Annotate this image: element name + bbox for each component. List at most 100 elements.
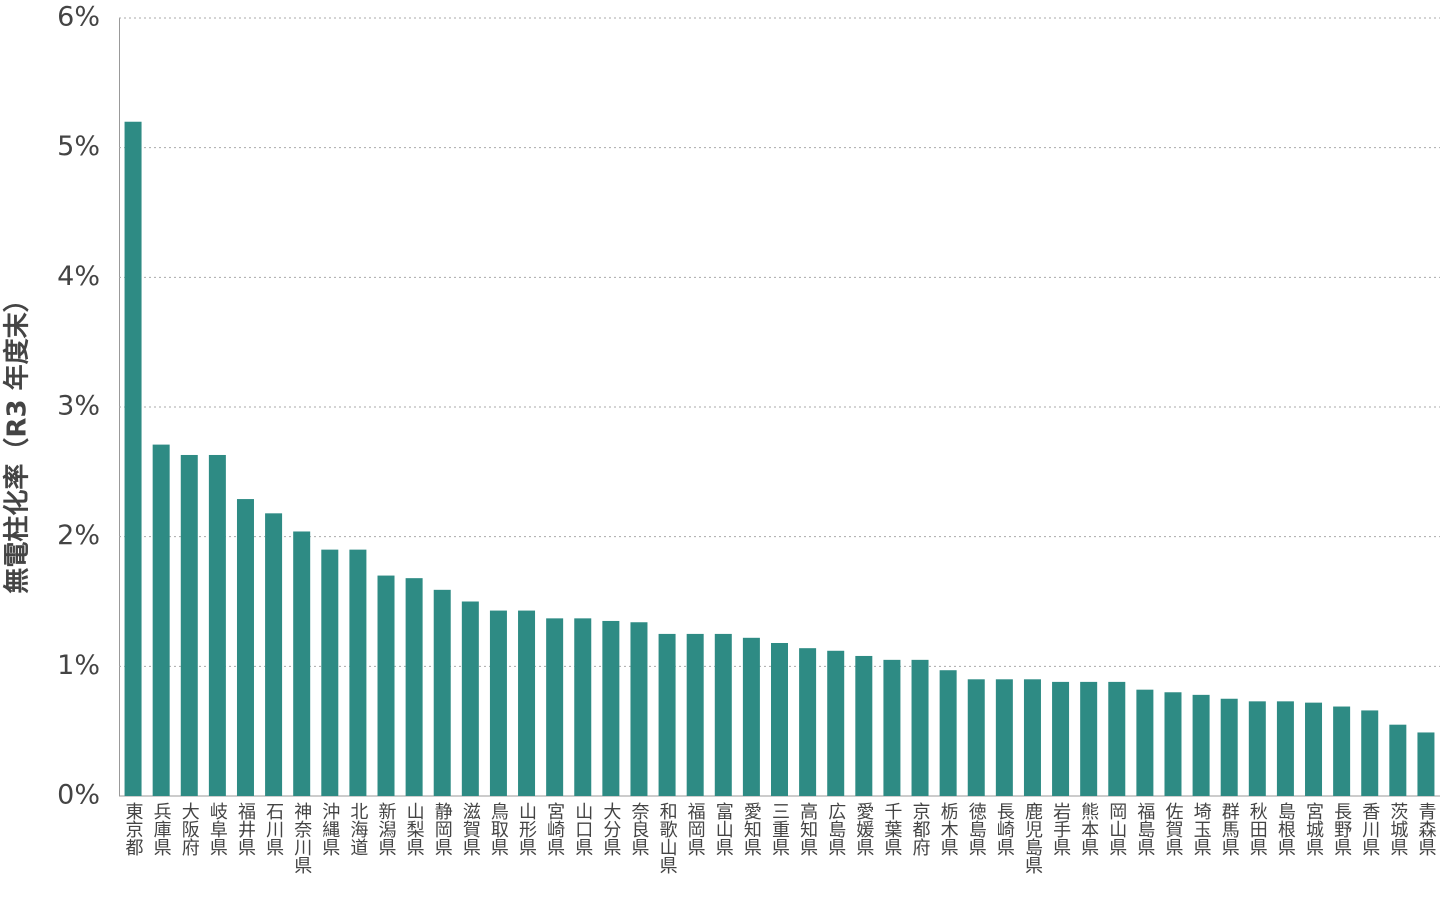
x-tick-label: 石川県: [263, 802, 284, 856]
bar: [124, 121, 142, 796]
x-tick-label: 佐賀県: [1162, 802, 1183, 856]
bar: [1276, 701, 1294, 796]
bar: [686, 633, 704, 796]
bar: [855, 655, 873, 796]
bar: [1164, 692, 1182, 796]
bar: [236, 499, 254, 796]
y-tick-label: 2%: [57, 520, 100, 551]
x-tick-label: 香川県: [1359, 802, 1380, 856]
bar: [1361, 710, 1379, 796]
x-tick-label: 奈良県: [628, 802, 649, 856]
x-tick-label: 沖縄県: [319, 802, 340, 856]
bar: [1023, 679, 1041, 796]
x-tick-label: 福井県: [235, 802, 256, 856]
bar: [208, 454, 226, 796]
y-axis-label: 無電柱化率（R3 年度末）: [2, 286, 33, 593]
bar: [602, 620, 620, 796]
bar: [405, 578, 423, 796]
x-tick-label: 千葉県: [881, 802, 902, 856]
x-tick-label: 群馬県: [1219, 802, 1240, 856]
x-tick-label: 愛媛県: [853, 802, 874, 856]
x-tick-label: 和歌山県: [657, 802, 678, 874]
bar: [799, 648, 817, 796]
x-tick-label: 岐阜県: [207, 802, 228, 856]
x-tick-label: 三重県: [769, 802, 790, 856]
bar: [574, 618, 592, 796]
y-tick-label: 0%: [57, 780, 100, 811]
y-tick-label: 6%: [57, 2, 100, 33]
x-tick-label: 徳島県: [966, 802, 987, 856]
bar: [546, 618, 564, 796]
x-tick-label: 神奈川県: [291, 802, 312, 874]
x-tick-label: 島根県: [1275, 802, 1296, 856]
x-tick-label: 大分県: [600, 802, 621, 856]
x-tick-label: 広島県: [825, 802, 846, 856]
bar: [883, 659, 901, 796]
bar: [1333, 706, 1351, 796]
bar: [658, 633, 676, 796]
x-tick-label: 茨城県: [1387, 802, 1408, 856]
bar: [630, 622, 648, 796]
y-tick-label: 4%: [57, 261, 100, 292]
x-tick-label: 山形県: [516, 802, 537, 856]
x-tick-label: 鳥取県: [488, 802, 509, 856]
bar: [714, 633, 732, 796]
x-tick-label: 山口県: [572, 802, 593, 856]
x-tick-label: 滋賀県: [460, 802, 481, 856]
x-tick-label: 栃木県: [938, 802, 959, 856]
bar: [1248, 701, 1266, 796]
x-tick-label: 秋田県: [1247, 802, 1268, 856]
x-tick-label: 岡山県: [1106, 802, 1127, 856]
bar: [433, 589, 451, 796]
x-tick-label: 宮城県: [1303, 802, 1324, 856]
bar: [180, 454, 198, 796]
bar: [911, 659, 929, 796]
y-tick-label: 5%: [57, 131, 100, 162]
x-tick-label: 宮崎県: [544, 802, 565, 856]
x-tick-label: 北海道: [347, 802, 368, 856]
x-tick-label: 高知県: [797, 802, 818, 856]
bar: [152, 444, 170, 796]
x-tick-label: 福岡県: [685, 802, 706, 856]
y-tick-label: 1%: [57, 650, 100, 681]
bar: [293, 531, 311, 796]
x-tick-label: 岩手県: [1050, 802, 1071, 856]
bar: [742, 637, 760, 796]
x-tick-label: 東京都: [123, 802, 144, 856]
bar: [1108, 681, 1126, 796]
x-tick-label: 埼玉県: [1191, 802, 1212, 856]
x-tick-label: 大阪府: [179, 802, 200, 857]
bar: [377, 575, 395, 796]
x-tick-label: 京都府: [910, 802, 931, 857]
x-tick-label: 静岡県: [432, 802, 453, 856]
bar: [967, 679, 985, 796]
bar: [1052, 681, 1070, 796]
bar: [995, 679, 1013, 796]
bar: [1220, 698, 1238, 796]
x-tick-label: 熊本県: [1078, 802, 1099, 856]
bar: [321, 549, 339, 796]
bar: [1136, 689, 1154, 796]
bar: [1389, 724, 1407, 796]
bar: [1080, 681, 1098, 796]
bar: [461, 601, 479, 796]
bar: [771, 642, 788, 796]
bar: [1417, 732, 1435, 796]
bar: [489, 610, 507, 796]
x-tick-label: 山梨県: [404, 802, 425, 856]
x-tick-label: 長崎県: [994, 802, 1015, 856]
bar: [827, 650, 845, 796]
x-tick-label: 長野県: [1331, 802, 1352, 856]
bar: [1305, 702, 1323, 796]
bar: [265, 513, 283, 796]
x-tick-label: 福島県: [1134, 802, 1155, 856]
x-tick-label: 新潟県: [376, 802, 397, 856]
x-tick-label: 兵庫県: [151, 802, 172, 856]
x-tick-label: 愛知県: [741, 802, 762, 856]
bar: [1192, 694, 1210, 796]
y-tick-label: 3%: [57, 391, 100, 422]
bar: [349, 549, 367, 796]
bar: [518, 610, 536, 796]
x-tick-label: 青森県: [1415, 802, 1436, 856]
